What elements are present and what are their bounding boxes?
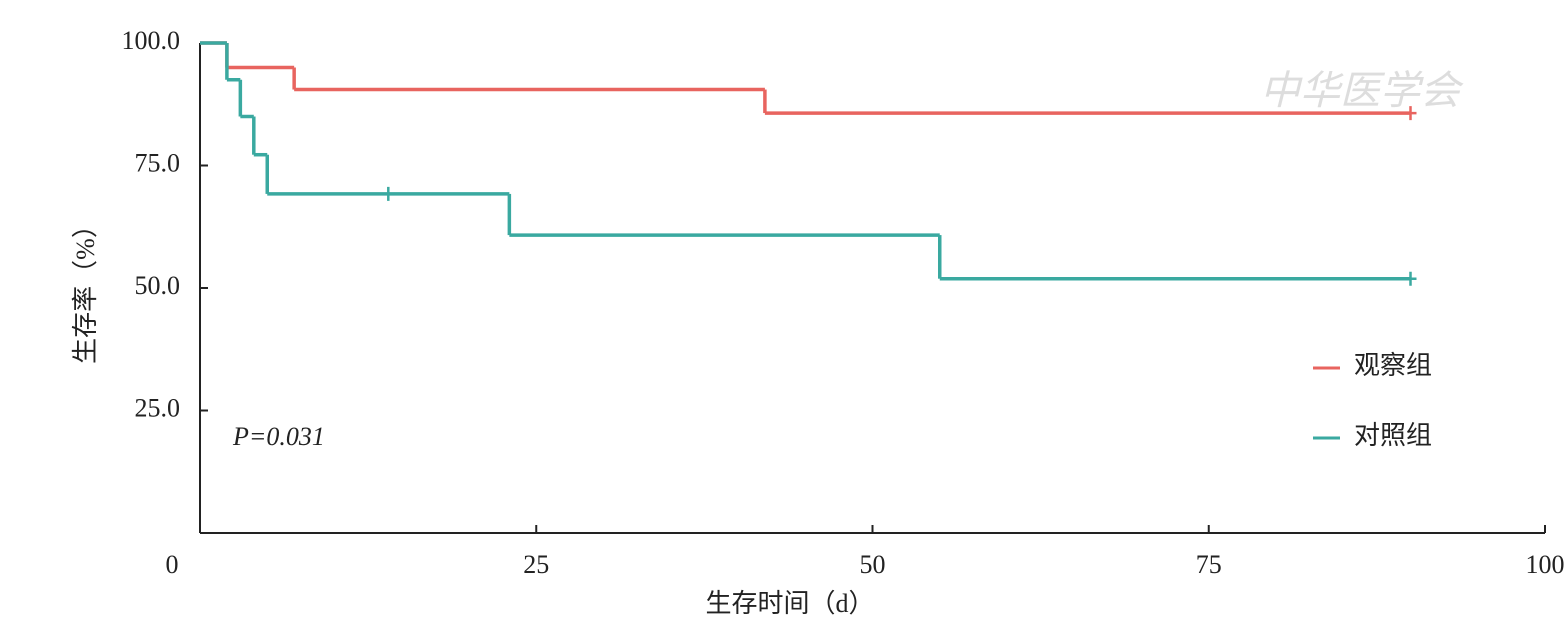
- x-tick-label: 75: [1196, 550, 1222, 579]
- x-axis-label: 生存时间（d）: [705, 589, 874, 618]
- y-tick-label: 25.0: [135, 393, 181, 422]
- legend-label: 观察组: [1354, 351, 1432, 380]
- x-tick-label: 25: [523, 550, 549, 579]
- watermark: 中华医学会: [1260, 68, 1464, 113]
- legend-label: 对照组: [1354, 421, 1432, 450]
- y-tick-label: 100.0: [122, 26, 181, 55]
- x-tick-label: 100: [1526, 550, 1564, 579]
- censor-mark: [1404, 106, 1417, 121]
- y-axis-label: 生存率（%）: [71, 212, 100, 364]
- x-tick-label: 0: [166, 550, 179, 579]
- y-tick-label: 75.0: [135, 148, 181, 177]
- y-tick-label: 50.0: [135, 271, 181, 300]
- censor-mark: [1404, 271, 1417, 286]
- x-tick-label: 50: [860, 550, 886, 579]
- censor-mark: [382, 186, 395, 201]
- p-value: P=0.031: [232, 422, 325, 451]
